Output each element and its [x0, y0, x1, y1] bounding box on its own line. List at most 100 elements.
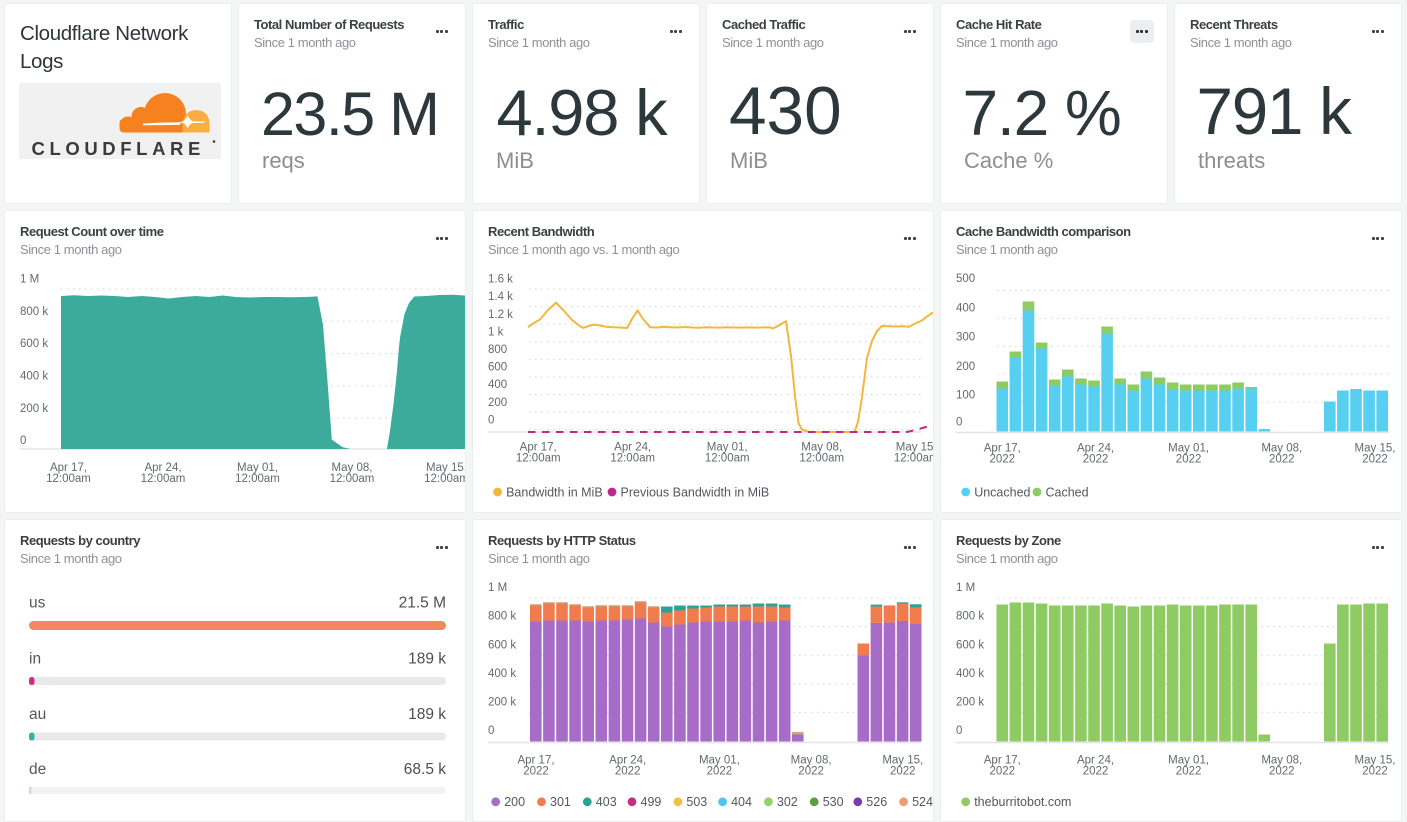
svg-text:0: 0 — [20, 435, 26, 447]
svg-text:2022: 2022 — [990, 454, 1016, 466]
svg-text:200: 200 — [956, 361, 975, 373]
svg-text:0: 0 — [956, 417, 962, 429]
svg-text:1.6 k: 1.6 k — [488, 274, 513, 286]
svg-text:au: au — [29, 706, 46, 723]
svg-text:May 08,: May 08, — [1261, 443, 1302, 455]
svg-text:May 08,: May 08, — [332, 462, 373, 474]
svg-text:Apr 24,: Apr 24, — [609, 755, 646, 767]
svg-text:May 15,: May 15, — [896, 442, 934, 454]
svg-text:600 k: 600 k — [488, 639, 516, 651]
svg-text:Apr 17,: Apr 17, — [520, 442, 557, 454]
svg-text:May 15,: May 15, — [426, 462, 466, 474]
svg-text:100: 100 — [956, 389, 975, 401]
svg-text:1.2 k: 1.2 k — [488, 309, 513, 321]
svg-text:400: 400 — [488, 379, 507, 391]
svg-text:800 k: 800 k — [20, 306, 48, 318]
svg-text:530: 530 — [823, 795, 844, 809]
svg-text:12:00am: 12:00am — [141, 473, 186, 485]
svg-text:12:00am: 12:00am — [610, 453, 655, 465]
svg-text:800 k: 800 k — [488, 611, 516, 623]
svg-text:Cached: Cached — [1046, 485, 1089, 499]
svg-text:2022: 2022 — [1176, 766, 1202, 778]
svg-text:2022: 2022 — [523, 766, 549, 778]
svg-text:Uncached: Uncached — [974, 485, 1030, 499]
svg-text:Previous Bandwidth in MiB: Previous Bandwidth in MiB — [621, 485, 770, 499]
svg-text:May 08,: May 08, — [791, 755, 832, 767]
svg-text:12:00am: 12:00am — [330, 473, 375, 485]
svg-text:May 08,: May 08, — [801, 442, 842, 454]
svg-text:400 k: 400 k — [956, 668, 984, 680]
svg-text:12:00am: 12:00am — [424, 473, 466, 485]
svg-text:May 01,: May 01, — [699, 755, 740, 767]
svg-text:189 k: 189 k — [408, 650, 446, 667]
svg-text:May 01,: May 01, — [1168, 443, 1209, 455]
svg-text:1 M: 1 M — [20, 274, 39, 286]
svg-text:1.4 k: 1.4 k — [488, 291, 513, 303]
svg-text:us: us — [29, 595, 46, 612]
svg-text:May 01,: May 01, — [237, 462, 278, 474]
svg-text:600 k: 600 k — [20, 338, 48, 350]
svg-text:189 k: 189 k — [408, 706, 446, 723]
svg-text:1 k: 1 k — [488, 326, 504, 338]
svg-text:1 M: 1 M — [956, 582, 975, 594]
svg-text:2022: 2022 — [1269, 766, 1295, 778]
svg-text:403: 403 — [596, 795, 617, 809]
svg-text:2022: 2022 — [1269, 454, 1295, 466]
svg-text:400: 400 — [956, 303, 975, 315]
svg-text:2022: 2022 — [1083, 766, 1109, 778]
svg-text:Apr 24,: Apr 24, — [1077, 755, 1114, 767]
svg-text:200: 200 — [504, 795, 525, 809]
svg-text:Bandwidth in MiB: Bandwidth in MiB — [506, 485, 603, 499]
svg-text:200 k: 200 k — [488, 697, 516, 709]
svg-text:Apr 17,: Apr 17, — [984, 443, 1021, 455]
svg-text:0: 0 — [488, 414, 494, 426]
svg-text:May 01,: May 01, — [1168, 755, 1209, 767]
svg-text:de: de — [29, 761, 46, 778]
svg-text:12:00am: 12:00am — [235, 473, 280, 485]
svg-text:400 k: 400 k — [488, 668, 516, 680]
svg-text:2022: 2022 — [990, 766, 1016, 778]
svg-text:May 01,: May 01, — [707, 442, 748, 454]
svg-text:May 15,: May 15, — [1355, 443, 1396, 455]
svg-text:300: 300 — [956, 332, 975, 344]
svg-text:2022: 2022 — [1176, 454, 1202, 466]
svg-text:May 15,: May 15, — [1355, 755, 1396, 767]
svg-text:May 15,: May 15, — [882, 755, 923, 767]
svg-text:200 k: 200 k — [956, 697, 984, 709]
svg-text:theburritobot.com: theburritobot.com — [974, 795, 1071, 809]
svg-text:2022: 2022 — [1362, 766, 1388, 778]
svg-text:0: 0 — [488, 725, 494, 737]
svg-text:2022: 2022 — [615, 766, 641, 778]
svg-text:CLOUDFLARE: CLOUDFLARE — [32, 138, 205, 159]
svg-text:526: 526 — [866, 795, 887, 809]
svg-text:200 k: 200 k — [20, 403, 48, 415]
svg-text:Apr 17,: Apr 17, — [50, 462, 87, 474]
svg-text:Apr 24,: Apr 24, — [1077, 443, 1114, 455]
svg-text:301: 301 — [550, 795, 571, 809]
svg-text:600 k: 600 k — [956, 639, 984, 651]
svg-text:0: 0 — [956, 725, 962, 737]
svg-text:12:00am: 12:00am — [799, 453, 844, 465]
svg-text:400 k: 400 k — [20, 371, 48, 383]
svg-text:500: 500 — [956, 273, 975, 285]
svg-text:800: 800 — [488, 344, 507, 356]
svg-text:Apr 17,: Apr 17, — [984, 755, 1021, 767]
svg-text:524: 524 — [912, 795, 933, 809]
svg-text:12:00am: 12:00am — [516, 453, 561, 465]
svg-text:302: 302 — [777, 795, 798, 809]
svg-text:May 08,: May 08, — [1261, 755, 1302, 767]
svg-text:12:00am: 12:00am — [46, 473, 91, 485]
svg-text:68.5 k: 68.5 k — [404, 761, 446, 778]
svg-text:21.5 M: 21.5 M — [399, 595, 446, 612]
svg-text:Apr 24,: Apr 24, — [144, 462, 181, 474]
svg-text:2022: 2022 — [1083, 454, 1109, 466]
svg-text:800 k: 800 k — [956, 611, 984, 623]
svg-text:in: in — [29, 650, 41, 667]
svg-text:2022: 2022 — [798, 766, 824, 778]
svg-text:2022: 2022 — [707, 766, 733, 778]
svg-text:12:00am: 12:00am — [894, 453, 934, 465]
svg-text:503: 503 — [686, 795, 707, 809]
svg-text:Apr 17,: Apr 17, — [517, 755, 554, 767]
svg-text:404: 404 — [731, 795, 752, 809]
svg-text:12:00am: 12:00am — [705, 453, 750, 465]
